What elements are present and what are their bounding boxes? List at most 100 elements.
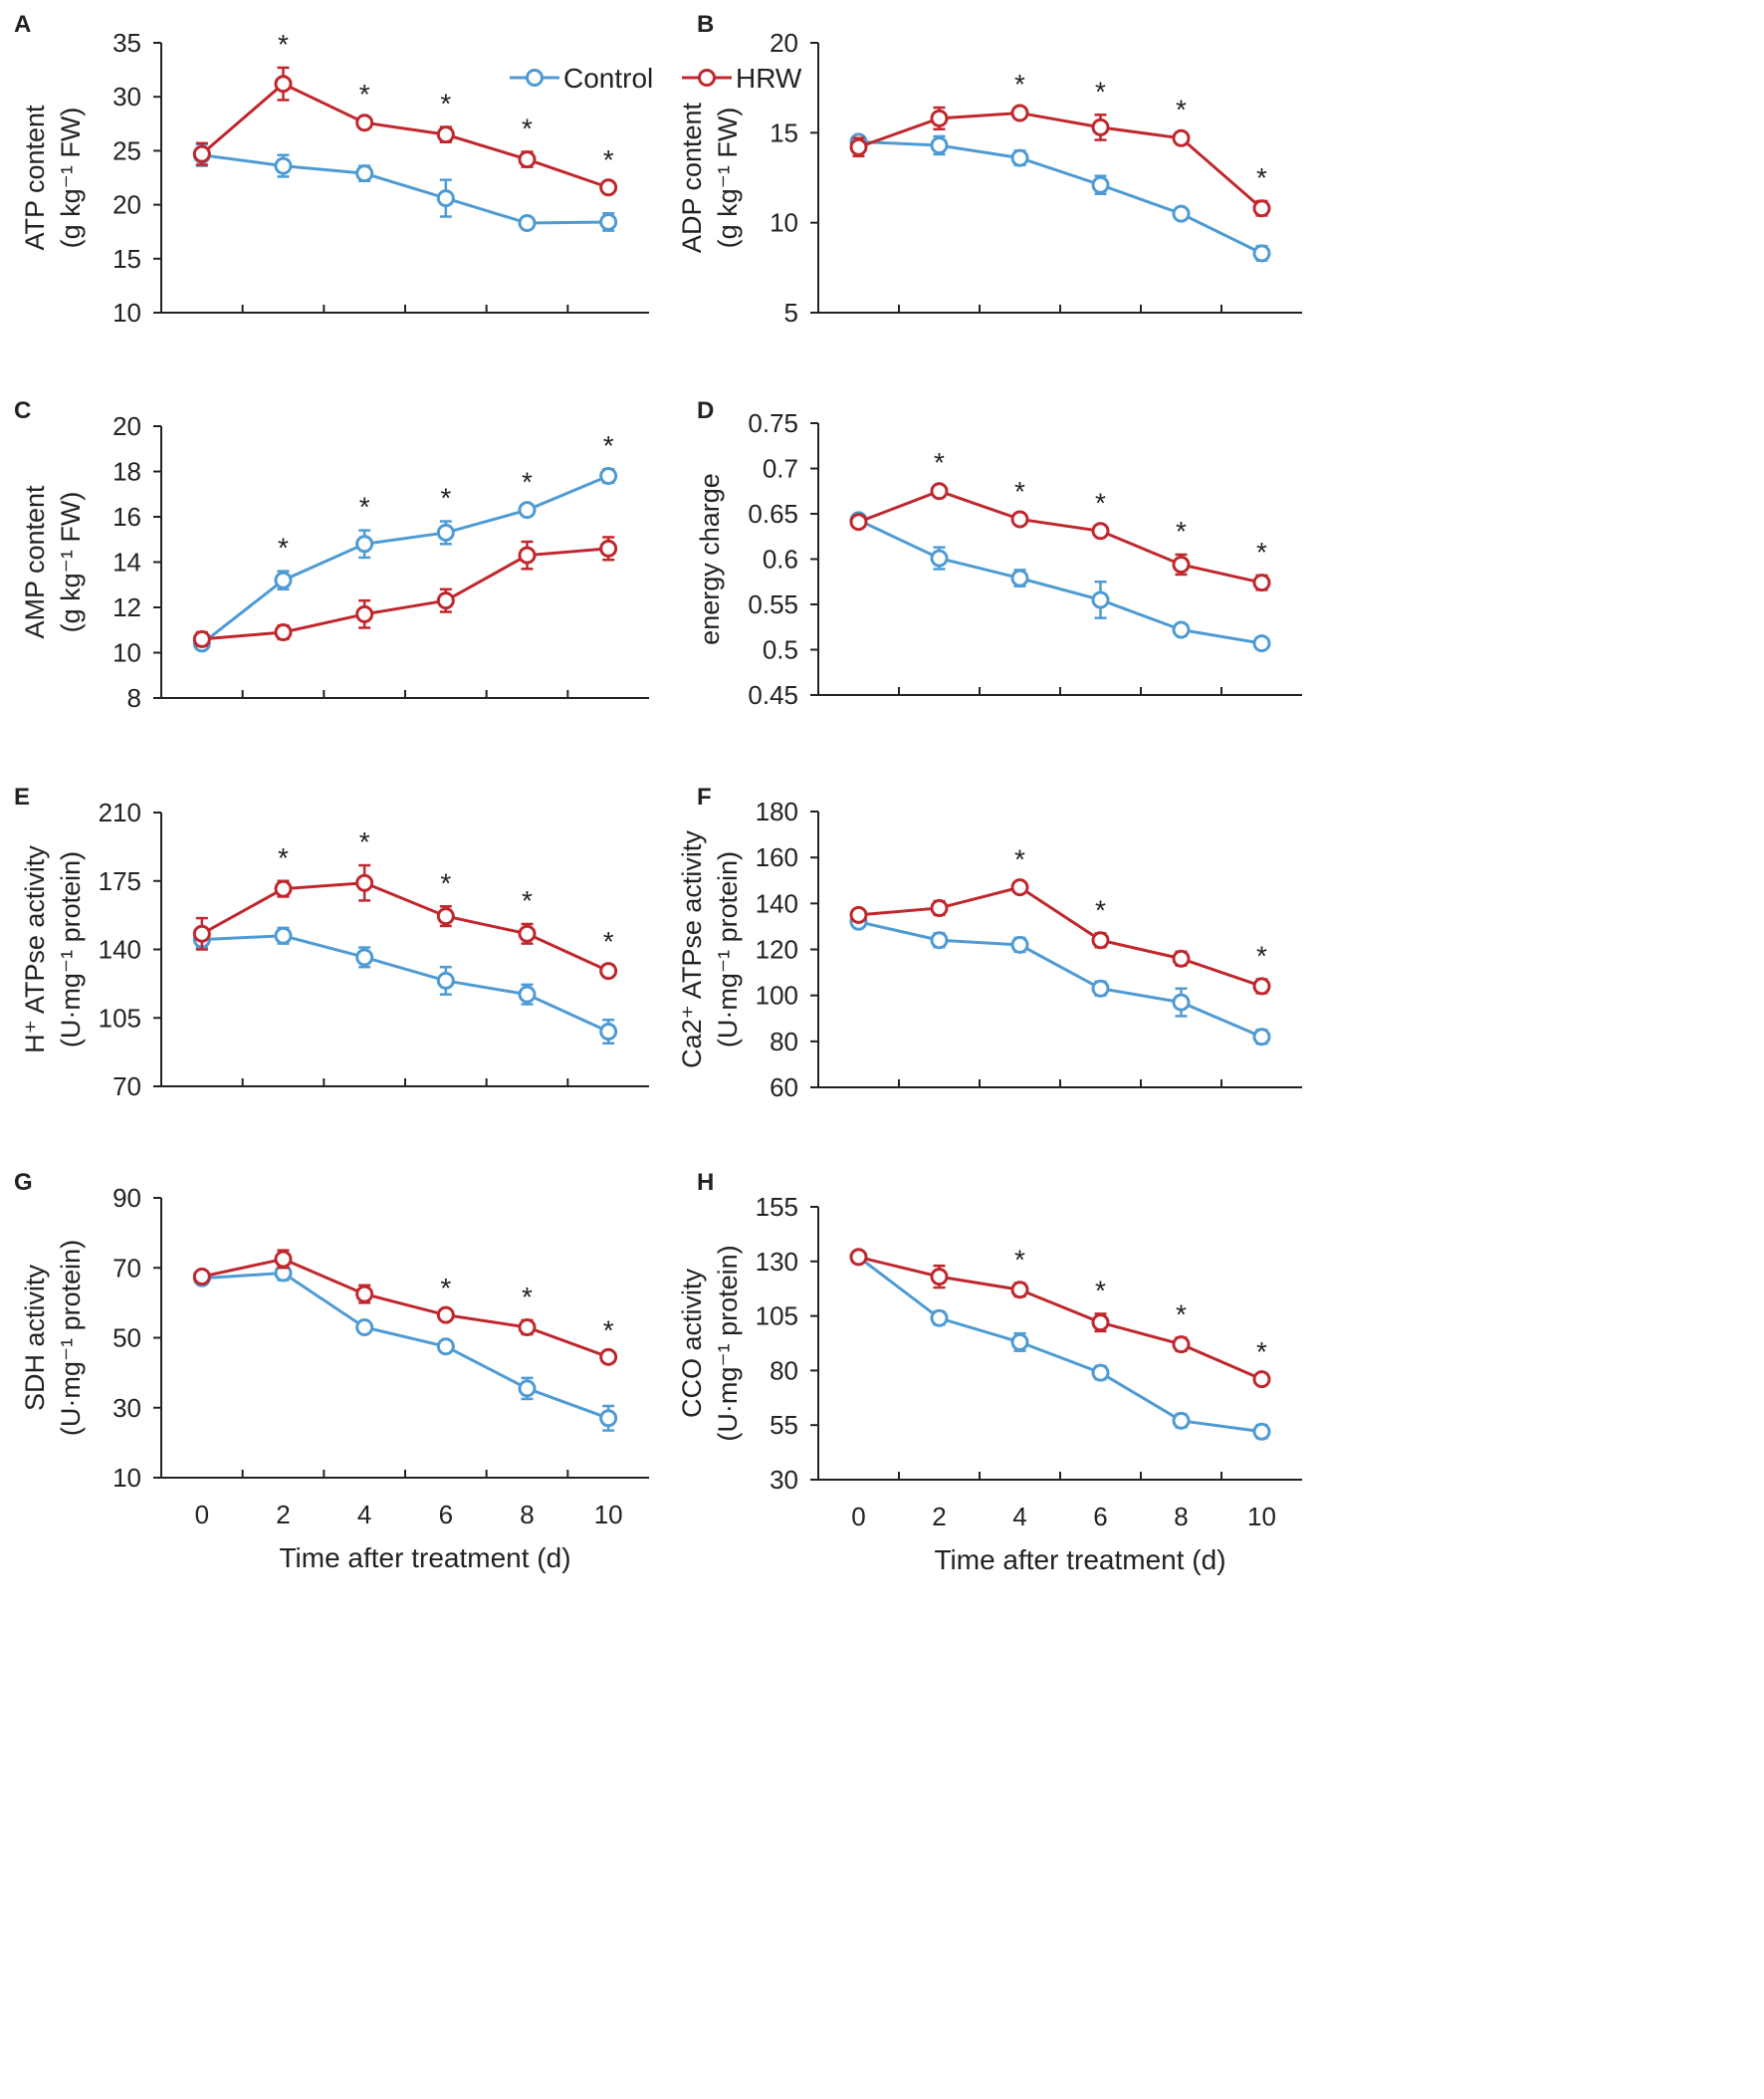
data-point (1172, 204, 1191, 223)
data-point (1010, 878, 1029, 897)
y-axis-title: (U·mg⁻¹ protein) (713, 851, 743, 1048)
panel-f: F 60 80 100 120 140 160 180 Ca2⁺ ATPse activity(… (677, 784, 1302, 1102)
significance-marker: * (1095, 76, 1106, 107)
data-point (355, 948, 374, 967)
y-tick-label: 105 (756, 1301, 798, 1331)
data-point (192, 629, 211, 648)
significance-marker: * (278, 842, 289, 873)
y-tick-label: 10 (112, 638, 141, 668)
data-point (1091, 1313, 1110, 1332)
significance-marker: * (278, 533, 289, 564)
data-point (849, 905, 868, 924)
y-tick-label: 50 (112, 1323, 141, 1353)
data-point (1172, 620, 1191, 639)
significance-marker: * (1014, 1245, 1025, 1276)
panel-c: C 8 10 12 14 16 18 20 AMP content (g kg⁻¹ FW) * * * *… (14, 397, 649, 713)
data-point (1172, 1411, 1191, 1430)
data-point (1010, 569, 1029, 587)
x-tick-label: 2 (276, 1500, 290, 1529)
data-point (1172, 555, 1191, 574)
data-point (518, 214, 537, 233)
series-hrw (192, 536, 618, 648)
y-axis-title: Ca2⁺ ATPse activity (677, 830, 707, 1068)
x-tick-label: 8 (520, 1500, 534, 1529)
data-point (1010, 935, 1029, 954)
y-tick-label: 0.5 (763, 635, 798, 665)
y-axis-title: AMP content (20, 485, 50, 639)
y-tick-label: 18 (112, 457, 141, 487)
x-tick-label: 8 (1174, 1502, 1188, 1531)
x-tick-label: 10 (1247, 1502, 1276, 1531)
y-axis-title: H⁺ ATPse activity (20, 845, 50, 1053)
significance-marker: * (1014, 476, 1025, 507)
data-point (930, 109, 949, 127)
significance-marker: * (1095, 1275, 1106, 1305)
significance-marker: * (1176, 1299, 1187, 1330)
data-point (599, 212, 618, 231)
significance-marker: * (1095, 488, 1106, 519)
data-point (1172, 1335, 1191, 1354)
series-hrw (849, 878, 1271, 996)
data-point (518, 150, 537, 169)
data-point (355, 604, 374, 623)
series-control (849, 132, 1271, 263)
data-point (1172, 949, 1191, 968)
panel-h: H 30 55 80 105 130 155 0 2 4 6 8 10 Time after treatm… (677, 1169, 1302, 1575)
y-tick-label: 14 (112, 548, 141, 578)
series-line (857, 111, 1263, 210)
data-point (849, 1248, 868, 1267)
y-axis-title: (U·mg⁻¹ protein) (56, 1240, 86, 1436)
panel-label: E (14, 784, 30, 811)
data-point (599, 539, 618, 558)
series-hrw (849, 482, 1271, 592)
significance-marker: * (522, 113, 533, 143)
series-control (849, 1248, 1271, 1441)
significance-marker: * (603, 926, 614, 957)
series-line (201, 1271, 609, 1420)
data-point (930, 135, 949, 154)
data-point (599, 178, 618, 197)
data-point (1252, 199, 1271, 218)
y-tick-label: 30 (112, 1393, 141, 1423)
data-point (518, 1317, 537, 1336)
data-point (1172, 993, 1191, 1012)
series-control (849, 511, 1271, 653)
y-tick-label: 5 (784, 298, 798, 328)
series-line (200, 82, 609, 189)
series-line (858, 885, 1262, 988)
significance-marker: * (440, 1273, 451, 1303)
y-axis-title: (U·mg⁻¹ protein) (56, 851, 86, 1048)
y-tick-label: 70 (112, 1253, 141, 1283)
series-line (858, 1255, 1263, 1381)
y-tick-label: 15 (112, 244, 141, 274)
y-tick-label: 175 (99, 866, 141, 896)
series-line (200, 474, 609, 645)
legend-item-control: Control (510, 63, 653, 94)
x-axis-title: Time after treatment (d) (934, 1544, 1225, 1575)
y-tick-label: 55 (770, 1410, 798, 1440)
y-tick-label: 90 (112, 1183, 141, 1213)
data-point (1010, 1281, 1029, 1299)
y-tick-label: 10 (112, 1463, 141, 1493)
y-tick-label: 155 (756, 1192, 798, 1222)
data-point (849, 137, 868, 156)
y-axis-title: CCO activity (677, 1268, 707, 1418)
panel-d: D 0.45 0.5 0.55 0.6 0.65 0.7 0.75 energy charge *… (695, 397, 1302, 710)
y-tick-label: 120 (756, 935, 798, 965)
data-point (1252, 1422, 1271, 1441)
y-axis-title: SDH activity (20, 1264, 50, 1411)
y-tick-label: 30 (112, 82, 141, 112)
data-point (274, 156, 293, 175)
significance-marker: * (1256, 1336, 1267, 1367)
y-tick-label: 0.6 (763, 545, 798, 575)
legend-marker (526, 69, 544, 87)
significance-marker: * (1014, 69, 1025, 100)
significance-marker: * (603, 1314, 614, 1345)
data-point (930, 549, 949, 568)
y-axis-title: (g kg⁻¹ FW) (713, 108, 743, 249)
y-tick-label: 20 (112, 190, 141, 220)
series-line (857, 489, 1262, 584)
data-point (436, 591, 455, 610)
panel-label: D (697, 397, 714, 424)
series-control (192, 142, 618, 233)
